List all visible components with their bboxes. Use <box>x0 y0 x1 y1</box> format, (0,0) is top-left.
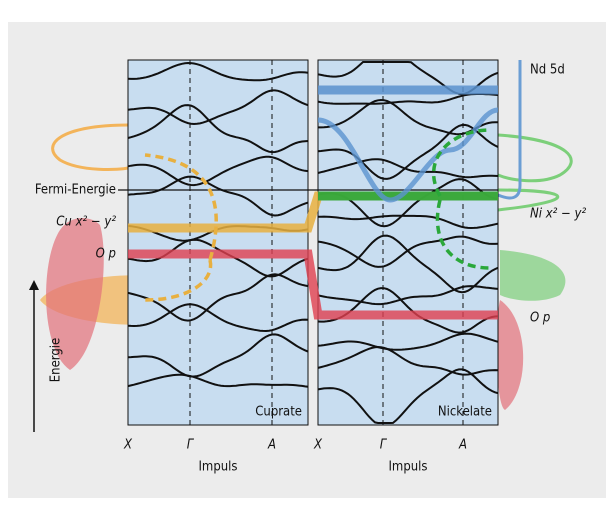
kpoint: X <box>313 438 323 453</box>
fermi-label: Fermi-Energie <box>35 183 116 198</box>
panel-nickelate <box>318 60 498 425</box>
panel-cuprate <box>128 60 308 425</box>
axis-label: Impuls <box>198 460 237 475</box>
op-label: O p <box>530 311 550 326</box>
kpoint: X <box>123 438 133 453</box>
panel-name: Cuprate <box>255 405 302 420</box>
kpoint: A <box>458 438 467 453</box>
nd-label: Nd 5d <box>530 63 565 78</box>
cu-label: Cu x² − y² <box>56 215 116 230</box>
axis-label: Impuls <box>388 460 427 475</box>
kpoint: A <box>267 438 276 453</box>
figure: Energie Nd 5d Fermi-Energie Cu x² − y² O… <box>0 0 612 506</box>
op-label: O p <box>96 247 116 262</box>
energy-label: Energie <box>49 338 64 382</box>
panel-name: Nickelate <box>438 405 492 420</box>
ni-label: Ni x² − y² <box>530 207 586 222</box>
